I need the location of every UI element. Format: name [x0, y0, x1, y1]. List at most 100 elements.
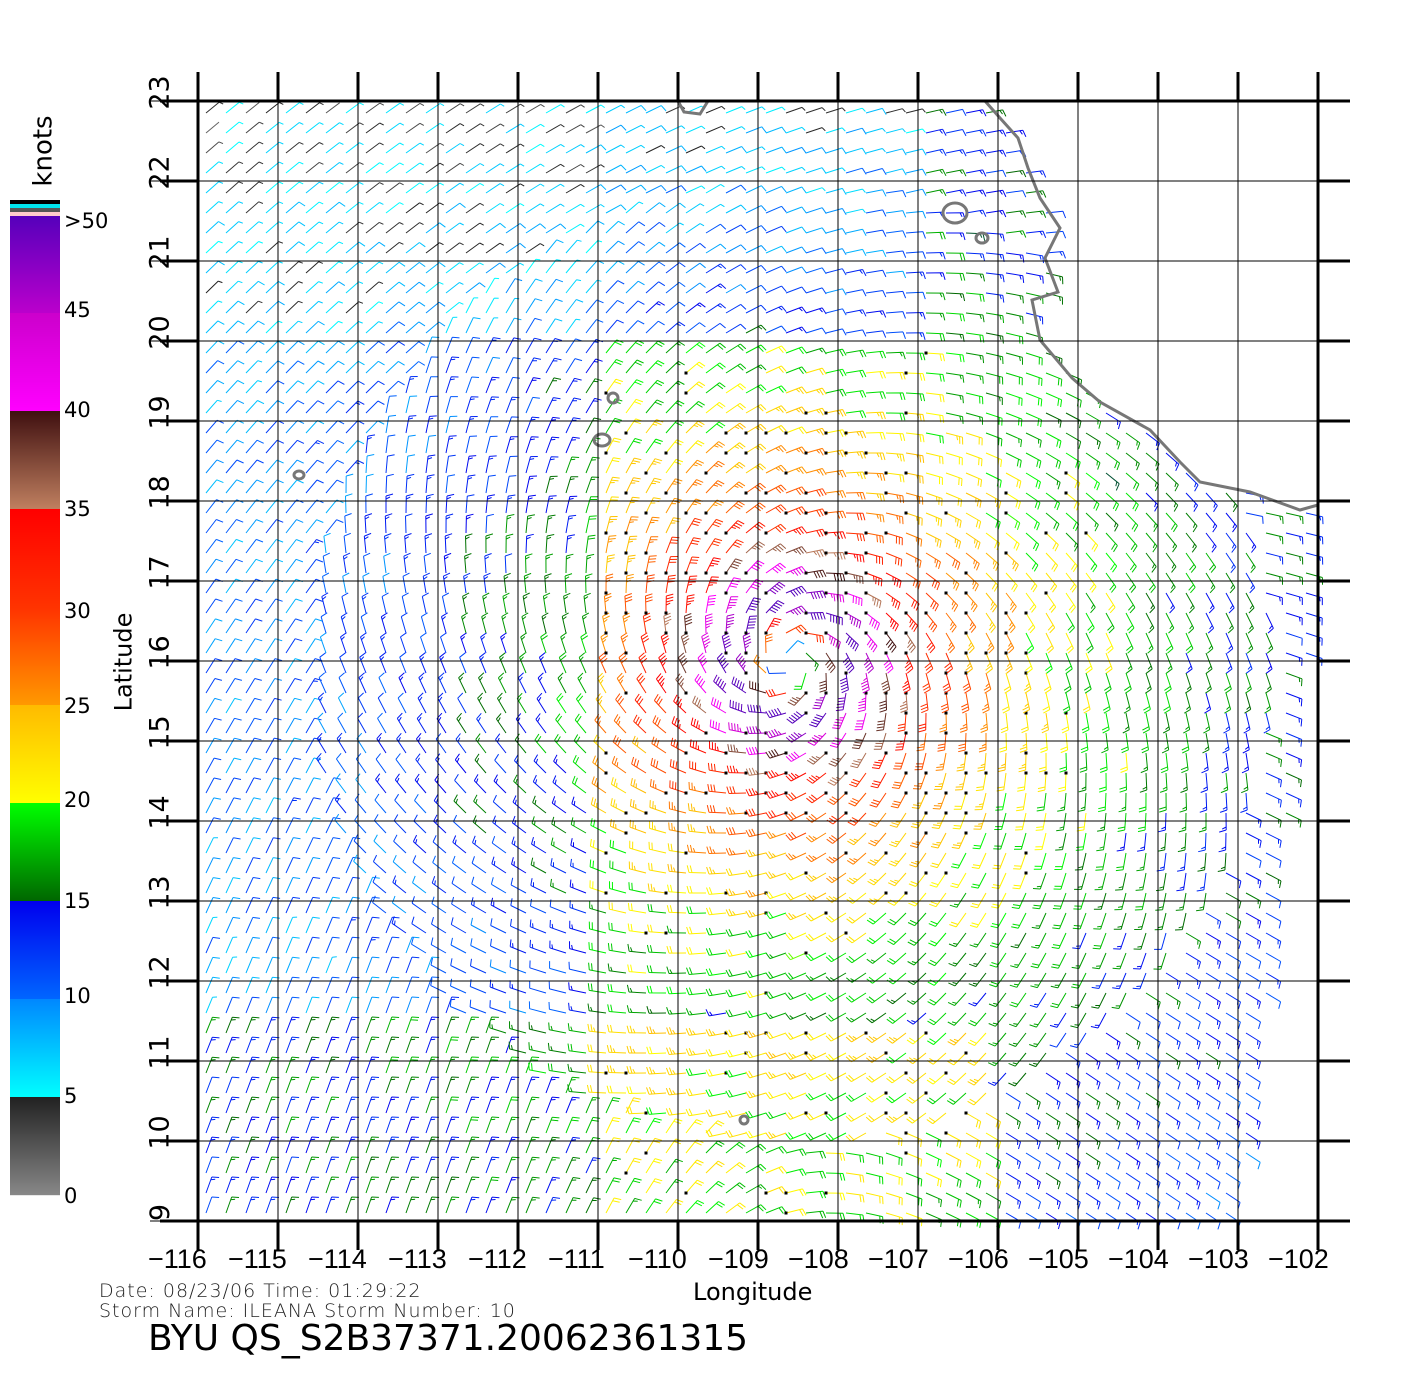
wind-barb — [385, 473, 394, 494]
wind-barb — [1219, 792, 1228, 813]
wind-barb — [745, 364, 767, 374]
wind-barb — [345, 837, 361, 854]
wind-barb — [413, 814, 427, 834]
wind-barb — [550, 858, 567, 874]
colorbar-band — [10, 386, 60, 388]
wind-barb — [885, 250, 907, 258]
wind-barb — [905, 512, 923, 526]
wind-barb — [1245, 892, 1262, 909]
wind-barb — [1113, 912, 1127, 930]
wind-barb — [405, 261, 426, 274]
colorbar-band — [10, 1192, 60, 1194]
wind-barb — [445, 202, 466, 214]
wind-barb — [885, 351, 906, 360]
wind-barb — [345, 380, 365, 394]
wind-barb — [627, 964, 647, 974]
wind-barb — [929, 892, 947, 908]
wind-barb — [925, 312, 946, 321]
wind-barb — [729, 699, 747, 714]
wind-barb — [887, 892, 907, 906]
wind-barb — [725, 500, 745, 514]
wind-barb — [265, 797, 281, 814]
wind-barb — [1105, 512, 1119, 532]
wind-barb — [245, 857, 261, 874]
rain-flag-marker — [1024, 871, 1028, 875]
colorbar-band — [10, 264, 60, 266]
wind-barb — [605, 124, 627, 134]
wind-barb — [505, 143, 525, 154]
colorbar-band — [10, 730, 60, 732]
wind-barb — [745, 264, 767, 274]
rain-flag-marker — [964, 1051, 968, 1055]
wind-barb — [305, 281, 323, 294]
rain-flag-marker — [1044, 531, 1048, 535]
wind-barb — [625, 300, 645, 314]
wind-barb — [285, 419, 305, 434]
colorbar-band — [10, 457, 60, 459]
wind-barb — [1223, 712, 1231, 734]
wind-barb — [205, 996, 218, 1014]
wind-barb — [1125, 532, 1138, 553]
wind-barb — [365, 1136, 379, 1154]
colorbar-band — [10, 250, 60, 252]
colorbar-band — [10, 748, 60, 750]
wind-barb — [765, 633, 773, 654]
wind-barb — [385, 202, 404, 214]
wind-barb — [845, 572, 864, 585]
colorbar-band — [10, 1106, 60, 1108]
wind-barb — [806, 772, 827, 784]
wind-barb — [505, 533, 514, 554]
wind-barb — [441, 612, 448, 634]
wind-barb — [805, 1112, 827, 1121]
wind-barb — [365, 976, 380, 994]
wind-barb — [364, 513, 373, 534]
wind-barb — [485, 513, 495, 534]
wind-barb — [1165, 992, 1181, 1010]
wind-barb — [958, 732, 967, 753]
wind-barb — [585, 1096, 600, 1114]
wind-barb — [885, 1132, 903, 1147]
colorbar-band — [10, 980, 60, 982]
colorbar-band — [10, 586, 60, 588]
wind-barb — [725, 1202, 746, 1214]
wind-barb — [965, 209, 987, 217]
wind-barb — [857, 692, 867, 713]
colorbar-band — [10, 777, 60, 779]
colorbar-band — [10, 774, 60, 776]
wind-barb — [425, 454, 436, 474]
wind-barb — [946, 232, 966, 241]
colorbar-band — [10, 474, 60, 476]
wind-barb — [325, 102, 340, 114]
colorbar-band — [10, 997, 60, 999]
wind-barb — [965, 149, 987, 157]
wind-barb — [245, 439, 264, 454]
rain-flag-marker — [784, 811, 788, 815]
colorbar-band — [10, 588, 60, 590]
colorbar-band — [10, 872, 60, 874]
colorbar-band — [10, 508, 60, 510]
wind-barb — [805, 447, 827, 456]
wind-barb — [265, 161, 284, 174]
wind-barb — [605, 359, 624, 374]
wind-barb — [1185, 952, 1201, 969]
wind-barb — [925, 472, 943, 485]
wind-barb — [365, 301, 384, 314]
wind-barb — [646, 965, 667, 974]
wind-barb — [405, 454, 416, 474]
wind-barb — [685, 1139, 704, 1154]
colorbar-band — [10, 792, 60, 794]
wind-barb — [805, 107, 826, 114]
colorbar-band — [10, 1071, 60, 1073]
wind-barb — [265, 320, 283, 334]
wind-barb — [906, 1012, 927, 1025]
wind-barb — [645, 1117, 662, 1134]
wind-barb — [385, 1056, 400, 1074]
wind-barb — [606, 1044, 627, 1054]
rain-flag-marker — [644, 1111, 648, 1115]
colorbar-band — [10, 1164, 60, 1166]
wind-barb — [645, 399, 664, 414]
wind-barb — [580, 632, 589, 654]
wind-barb — [305, 1116, 320, 1134]
wind-barb — [925, 1192, 943, 1208]
wind-barb — [385, 1136, 399, 1154]
